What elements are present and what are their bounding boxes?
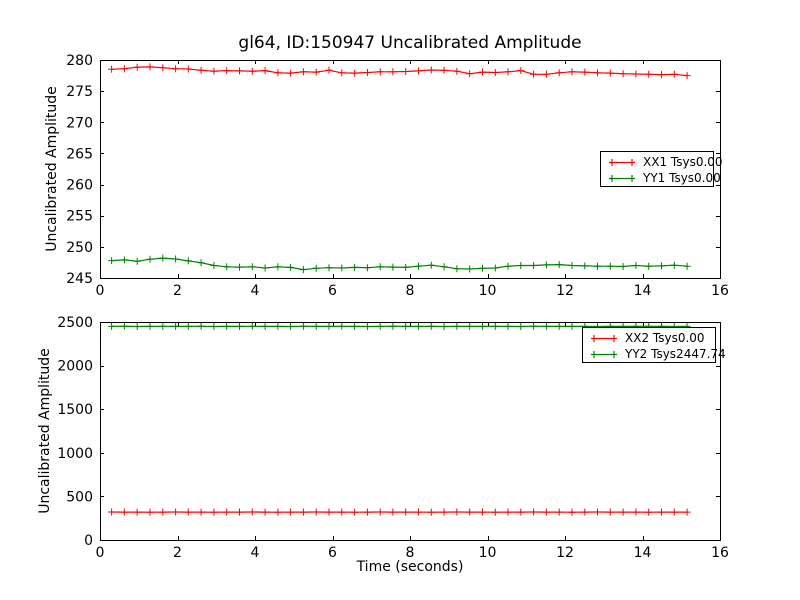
x-tick-label: 14 [634,545,652,561]
x-tick-label: 10 [479,545,497,561]
legend-entry-yy2: YY2 Tsys2447.74 [589,346,726,362]
series-line-1 [111,257,688,271]
y-tick-label: 0 [84,533,93,549]
x-tick-label: 14 [634,283,652,299]
x-tick-label: 4 [251,545,260,561]
bottom-y-axis-label: Uncalibrated Amplitude [37,348,53,514]
x-tick-label: 16 [711,283,729,299]
legend-label-xx1: XX1 Tsys0.00 [643,155,723,169]
bottom-legend: XX2 Tsys0.00 YY2 Tsys2447.74 [582,327,726,363]
figure-title: gl64, ID:150947 Uncalibrated Amplitude [238,33,582,53]
x-tick-label: 6 [328,545,337,561]
x-axis-label: Time (seconds) [356,559,464,575]
y-tick-label: 260 [66,178,93,194]
x-tick-label: 8 [406,545,415,561]
y-tick-label: 270 [66,115,93,131]
series-markers-0 [108,63,691,80]
x-tick-label: 12 [556,283,574,299]
subplot-bottom: 0 2 4 6 8 10 12 14 16 0 500 1000 1500 2000 2500 [57,315,729,561]
y-tick-label: 500 [66,489,93,505]
y-tick-label: 2500 [57,315,93,331]
x-tick-label: 4 [251,283,260,299]
x-tick-label: 2 [173,545,182,561]
y-tick-label: 2000 [57,359,93,375]
series-markers-1 [108,322,691,330]
legend-entry-xx2: XX2 Tsys0.00 [589,330,715,346]
legend-label-yy1: YY1 Tsys0.00 [643,171,721,185]
x-tick-label: 16 [711,545,729,561]
subplot-top: 0 2 4 6 8 10 12 14 16 245 250 255 260 265 270 275 280 [66,53,729,299]
legend-entry-yy1: YY1 Tsys0.00 [607,170,721,186]
top-y-axis-label: Uncalibrated Amplitude [44,86,60,252]
y-tick-label: 265 [66,146,93,162]
legend-line-sample-icon [609,174,635,182]
legend-line-sample-icon [591,350,617,358]
legend-entry-xx1: XX1 Tsys0.00 [607,154,723,170]
series-markers-1 [108,254,691,274]
y-tick-label: 275 [66,84,93,100]
x-tick-label: 0 [96,283,105,299]
tick-marks [100,322,721,541]
top-legend: XX1 Tsys0.00 YY1 Tsys0.00 [600,151,723,187]
y-tick-label: 245 [66,271,93,287]
x-tick-label: 2 [173,283,182,299]
y-tick-label: 255 [66,209,93,225]
y-tick-label: 1500 [57,402,93,418]
x-tick-label: 8 [406,283,415,299]
x-tick-label: 0 [96,545,105,561]
legend-label-yy2: YY2 Tsys2447.74 [625,347,726,361]
legend-line-sample-icon [591,334,617,342]
x-tick-label: 12 [556,545,574,561]
y-tick-label: 1000 [57,446,93,462]
y-tick-label: 250 [66,240,93,256]
legend-line-sample-icon [609,158,635,166]
y-tick-label: 280 [66,53,93,69]
legend-label-xx2: XX2 Tsys0.00 [625,331,705,345]
series-line-0 [111,66,688,77]
x-tick-label: 6 [328,283,337,299]
series-markers-0 [108,508,691,516]
x-tick-label: 10 [479,283,497,299]
tick-marks [100,60,721,279]
